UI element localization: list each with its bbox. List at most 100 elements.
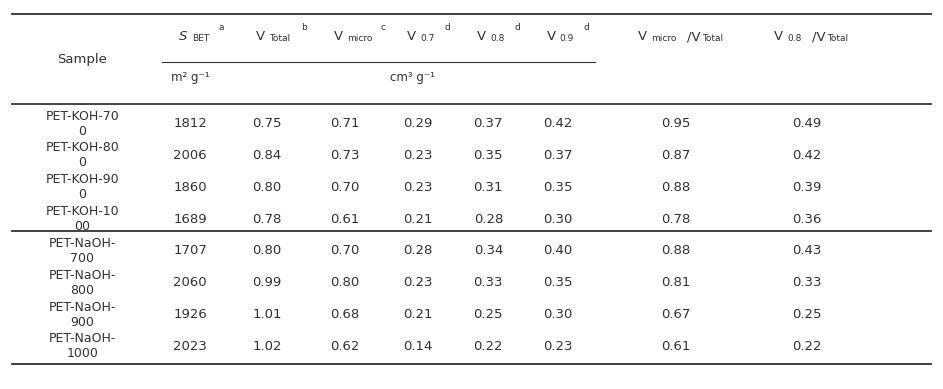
Text: 0.28: 0.28: [404, 244, 433, 258]
Text: 0.37: 0.37: [543, 149, 572, 162]
Text: PET-NaOH-
900: PET-NaOH- 900: [49, 301, 116, 329]
Text: 0.70: 0.70: [330, 244, 359, 258]
Text: V: V: [774, 30, 784, 43]
Text: /V: /V: [687, 30, 701, 43]
Text: d: d: [584, 23, 589, 32]
Text: /V: /V: [812, 30, 825, 43]
Text: 1860: 1860: [174, 181, 207, 194]
Text: PET-KOH-10
00: PET-KOH-10 00: [45, 205, 119, 233]
Text: 0.33: 0.33: [473, 276, 504, 289]
Text: 0.35: 0.35: [473, 149, 504, 162]
Text: 0.23: 0.23: [404, 181, 433, 194]
Text: 0.23: 0.23: [404, 149, 433, 162]
Text: 0.25: 0.25: [473, 308, 504, 321]
Text: 0.34: 0.34: [473, 244, 503, 258]
Text: PET-NaOH-
1000: PET-NaOH- 1000: [49, 332, 116, 360]
Text: 1926: 1926: [174, 308, 207, 321]
Text: 2060: 2060: [174, 276, 207, 289]
Text: V: V: [547, 30, 555, 43]
Text: Total: Total: [269, 34, 290, 43]
Text: 0.40: 0.40: [543, 244, 572, 258]
Text: 2006: 2006: [174, 149, 207, 162]
Text: BET: BET: [192, 34, 209, 43]
Text: 0.33: 0.33: [792, 276, 822, 289]
Text: 0.61: 0.61: [330, 212, 359, 226]
Text: 0.95: 0.95: [661, 117, 690, 130]
Text: d: d: [515, 23, 521, 32]
Text: 0.88: 0.88: [661, 181, 690, 194]
Text: 0.71: 0.71: [330, 117, 359, 130]
Text: 0.14: 0.14: [404, 340, 433, 353]
Text: d: d: [444, 23, 450, 32]
Text: 0.25: 0.25: [792, 308, 822, 321]
Text: 0.23: 0.23: [543, 340, 572, 353]
Text: 0.35: 0.35: [543, 276, 572, 289]
Text: 0.80: 0.80: [253, 244, 282, 258]
Text: 0.36: 0.36: [792, 212, 821, 226]
Text: 0.8: 0.8: [490, 34, 505, 43]
Text: 0.99: 0.99: [253, 276, 282, 289]
Text: 0.8: 0.8: [787, 34, 802, 43]
Text: 0.22: 0.22: [792, 340, 822, 353]
Text: 2023: 2023: [174, 340, 207, 353]
Text: 0.67: 0.67: [661, 308, 690, 321]
Text: 1689: 1689: [174, 212, 207, 226]
Text: 0.62: 0.62: [330, 340, 359, 353]
Text: 0.88: 0.88: [661, 244, 690, 258]
Text: Total: Total: [827, 34, 848, 43]
Text: 0.29: 0.29: [404, 117, 433, 130]
Text: 0.42: 0.42: [543, 117, 572, 130]
Text: 0.23: 0.23: [404, 276, 433, 289]
Text: Total: Total: [703, 34, 723, 43]
Text: 0.75: 0.75: [253, 117, 282, 130]
Text: c: c: [381, 23, 386, 32]
Text: 0.42: 0.42: [792, 149, 821, 162]
Text: PET-KOH-90
0: PET-KOH-90 0: [45, 173, 119, 201]
Text: 0.39: 0.39: [792, 181, 821, 194]
Text: V: V: [406, 30, 416, 43]
Text: 1.01: 1.01: [253, 308, 282, 321]
Text: 0.70: 0.70: [330, 181, 359, 194]
Text: 0.30: 0.30: [543, 212, 572, 226]
Text: 0.84: 0.84: [253, 149, 282, 162]
Text: 0.21: 0.21: [404, 212, 433, 226]
Text: 0.28: 0.28: [473, 212, 503, 226]
Text: 0.81: 0.81: [661, 276, 690, 289]
Text: 0.78: 0.78: [253, 212, 282, 226]
Text: S: S: [179, 30, 188, 43]
Text: V: V: [334, 30, 343, 43]
Text: 0.80: 0.80: [253, 181, 282, 194]
Text: V: V: [638, 30, 648, 43]
Text: cm³ g⁻¹: cm³ g⁻¹: [390, 71, 435, 84]
Text: b: b: [301, 23, 306, 32]
Text: 0.49: 0.49: [792, 117, 821, 130]
Text: PET-KOH-80
0: PET-KOH-80 0: [45, 141, 120, 169]
Text: micro: micro: [347, 34, 372, 43]
Text: 0.37: 0.37: [473, 117, 504, 130]
Text: 0.21: 0.21: [404, 308, 433, 321]
Text: 1812: 1812: [174, 117, 207, 130]
Text: 1707: 1707: [174, 244, 207, 258]
Text: 0.30: 0.30: [543, 308, 572, 321]
Text: 0.9: 0.9: [559, 34, 574, 43]
Text: 0.80: 0.80: [330, 276, 359, 289]
Text: PET-KOH-70
0: PET-KOH-70 0: [45, 110, 120, 138]
Text: PET-NaOH-
700: PET-NaOH- 700: [49, 237, 116, 265]
Text: a: a: [219, 23, 223, 32]
Text: 0.78: 0.78: [661, 212, 690, 226]
Text: 0.35: 0.35: [543, 181, 572, 194]
Text: PET-NaOH-
800: PET-NaOH- 800: [49, 269, 116, 297]
Text: m² g⁻¹: m² g⁻¹: [171, 71, 209, 84]
Text: 0.43: 0.43: [792, 244, 821, 258]
Text: 1.02: 1.02: [253, 340, 282, 353]
Text: 0.73: 0.73: [330, 149, 359, 162]
Text: 0.61: 0.61: [661, 340, 690, 353]
Text: V: V: [256, 30, 265, 43]
Text: V: V: [477, 30, 487, 43]
Text: 0.7: 0.7: [420, 34, 435, 43]
Text: 0.22: 0.22: [473, 340, 504, 353]
Text: 0.68: 0.68: [330, 308, 359, 321]
Text: 0.87: 0.87: [661, 149, 690, 162]
Text: micro: micro: [652, 34, 677, 43]
Text: 0.31: 0.31: [473, 181, 504, 194]
